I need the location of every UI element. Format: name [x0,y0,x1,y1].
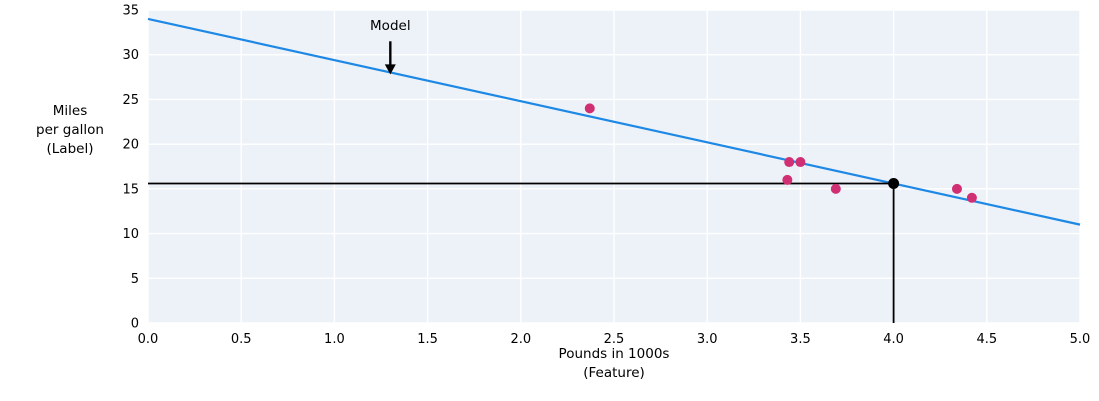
x-axis-label-line-1: Pounds in 1000s [558,346,670,362]
y-tick-label: 5 [131,272,139,287]
model-line [147,17,1081,226]
data-point [951,183,962,194]
data-point [795,157,806,168]
x-tick-label: 3.0 [697,332,718,347]
x-tick-label: 2.0 [510,332,531,347]
model-annotation-label: Model [370,18,411,35]
x-tick-label: 3.5 [790,332,811,347]
x-tick-label: 0.0 [138,332,159,347]
data-point [784,157,795,168]
x-tick-label: 1.0 [324,332,345,347]
y-axis-label-line-3: (Label) [46,141,94,157]
y-axis-label: Miles per gallon (Label) [0,102,140,159]
y-axis-label-line-1: Miles [52,103,88,119]
y-tick-label: 10 [122,227,139,242]
y-tick-label: 25 [122,93,139,108]
x-axis-label-line-2: (Feature) [583,365,645,381]
y-tick-label: 15 [122,182,139,197]
x-tick-label: 0.5 [231,332,252,347]
x-tick-label: 2.5 [604,332,625,347]
prediction-point [888,177,900,189]
data-point [584,103,595,114]
y-tick-label: 30 [122,48,139,63]
x-tick-label: 5.0 [1070,332,1091,347]
y-axis-label-line-2: per gallon [36,122,104,138]
data-point [966,192,977,203]
x-tick-label: 4.5 [976,332,997,347]
y-tick-label: 35 [122,4,139,19]
data-point [830,183,841,194]
x-axis-label: Pounds in 1000s (Feature) [148,345,1080,383]
data-point [782,174,793,185]
x-tick-label: 1.5 [417,332,438,347]
x-tick-label: 4.0 [883,332,904,347]
y-tick-label: 0 [131,317,139,332]
y-tick-label: 20 [122,138,139,153]
model-arrowhead-icon [384,64,396,75]
